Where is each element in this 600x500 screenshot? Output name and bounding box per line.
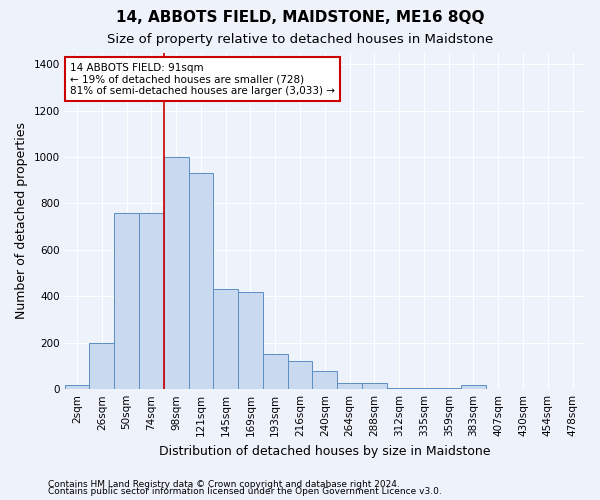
- Text: 14, ABBOTS FIELD, MAIDSTONE, ME16 8QQ: 14, ABBOTS FIELD, MAIDSTONE, ME16 8QQ: [116, 10, 484, 25]
- Bar: [188, 173, 214, 389]
- Bar: [313, 370, 337, 389]
- Text: Size of property relative to detached houses in Maidstone: Size of property relative to detached ho…: [107, 32, 493, 46]
- Bar: [214, 290, 238, 389]
- Bar: [362, 384, 387, 389]
- Bar: [89, 342, 114, 389]
- Y-axis label: Number of detached properties: Number of detached properties: [15, 122, 28, 320]
- Bar: [263, 354, 287, 389]
- Bar: [436, 388, 461, 389]
- Bar: [238, 292, 263, 389]
- Text: Contains HM Land Registry data © Crown copyright and database right 2024.: Contains HM Land Registry data © Crown c…: [48, 480, 400, 489]
- Text: 14 ABBOTS FIELD: 91sqm
← 19% of detached houses are smaller (728)
81% of semi-de: 14 ABBOTS FIELD: 91sqm ← 19% of detached…: [70, 62, 335, 96]
- Bar: [387, 388, 412, 389]
- Bar: [164, 157, 188, 389]
- Bar: [337, 384, 362, 389]
- Bar: [139, 212, 164, 389]
- X-axis label: Distribution of detached houses by size in Maidstone: Distribution of detached houses by size …: [159, 444, 491, 458]
- Bar: [412, 388, 436, 389]
- Bar: [114, 212, 139, 389]
- Bar: [287, 362, 313, 389]
- Bar: [461, 384, 486, 389]
- Bar: [65, 384, 89, 389]
- Text: Contains public sector information licensed under the Open Government Licence v3: Contains public sector information licen…: [48, 487, 442, 496]
